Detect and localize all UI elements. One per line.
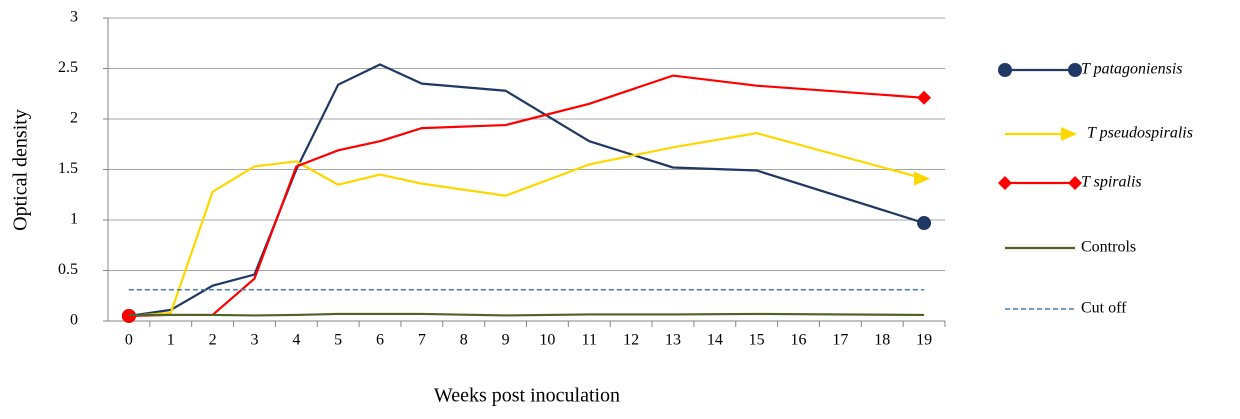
legend-label: T patagoniensis <box>1081 61 1183 78</box>
y-tick-label: 0.5 <box>58 261 78 278</box>
x-tick-label: 11 <box>582 332 597 349</box>
x-tick-label: 15 <box>749 332 765 349</box>
x-tick-label: 13 <box>665 332 681 349</box>
legend-label: T pseudospiralis <box>1087 125 1193 142</box>
x-axis-title: Weeks post inoculation <box>434 385 620 407</box>
x-tick-label: 0 <box>125 332 133 349</box>
y-tick-label: 1.5 <box>58 160 78 177</box>
x-tick-label: 8 <box>460 332 468 349</box>
legend-marker <box>998 176 1012 190</box>
series-line <box>128 132 925 318</box>
legend-marker <box>1068 176 1082 190</box>
x-tick-label: 7 <box>418 332 426 349</box>
y-tick-label: 2.5 <box>58 59 78 76</box>
end-marker <box>914 171 931 186</box>
end-marker <box>917 216 932 231</box>
series-line <box>128 63 925 318</box>
x-tick-label: 12 <box>623 332 639 349</box>
series-line <box>128 312 925 317</box>
x-tick-label: 14 <box>707 332 723 349</box>
series-line <box>128 74 925 318</box>
legend-label: Controls <box>1081 239 1136 256</box>
x-tick-label: 9 <box>502 332 510 349</box>
legend-marker <box>1061 127 1077 141</box>
legend-label: T spiralis <box>1081 174 1142 191</box>
x-tick-label: 16 <box>791 332 807 349</box>
x-tick-label: 4 <box>292 332 300 349</box>
x-tick-label: 17 <box>832 332 848 349</box>
y-axis-title: Optical density <box>10 109 32 231</box>
x-tick-label: 2 <box>209 332 217 349</box>
x-tick-label: 5 <box>334 332 342 349</box>
legend-label: Cut off <box>1081 300 1127 317</box>
x-tick-label: 18 <box>874 332 890 349</box>
legend-marker <box>998 63 1012 77</box>
x-tick-label: 3 <box>250 332 258 349</box>
legend-marker <box>1068 63 1082 77</box>
x-tick-label: 1 <box>167 332 175 349</box>
y-tick-label: 3 <box>70 9 78 26</box>
y-tick-label: 1 <box>70 211 78 228</box>
x-tick-label: 19 <box>916 332 932 349</box>
x-tick-label: 6 <box>376 332 384 349</box>
x-tick-label: 10 <box>539 332 555 349</box>
y-tick-label: 0 <box>70 312 78 329</box>
y-tick-label: 2 <box>70 110 78 127</box>
end-marker <box>917 90 932 105</box>
